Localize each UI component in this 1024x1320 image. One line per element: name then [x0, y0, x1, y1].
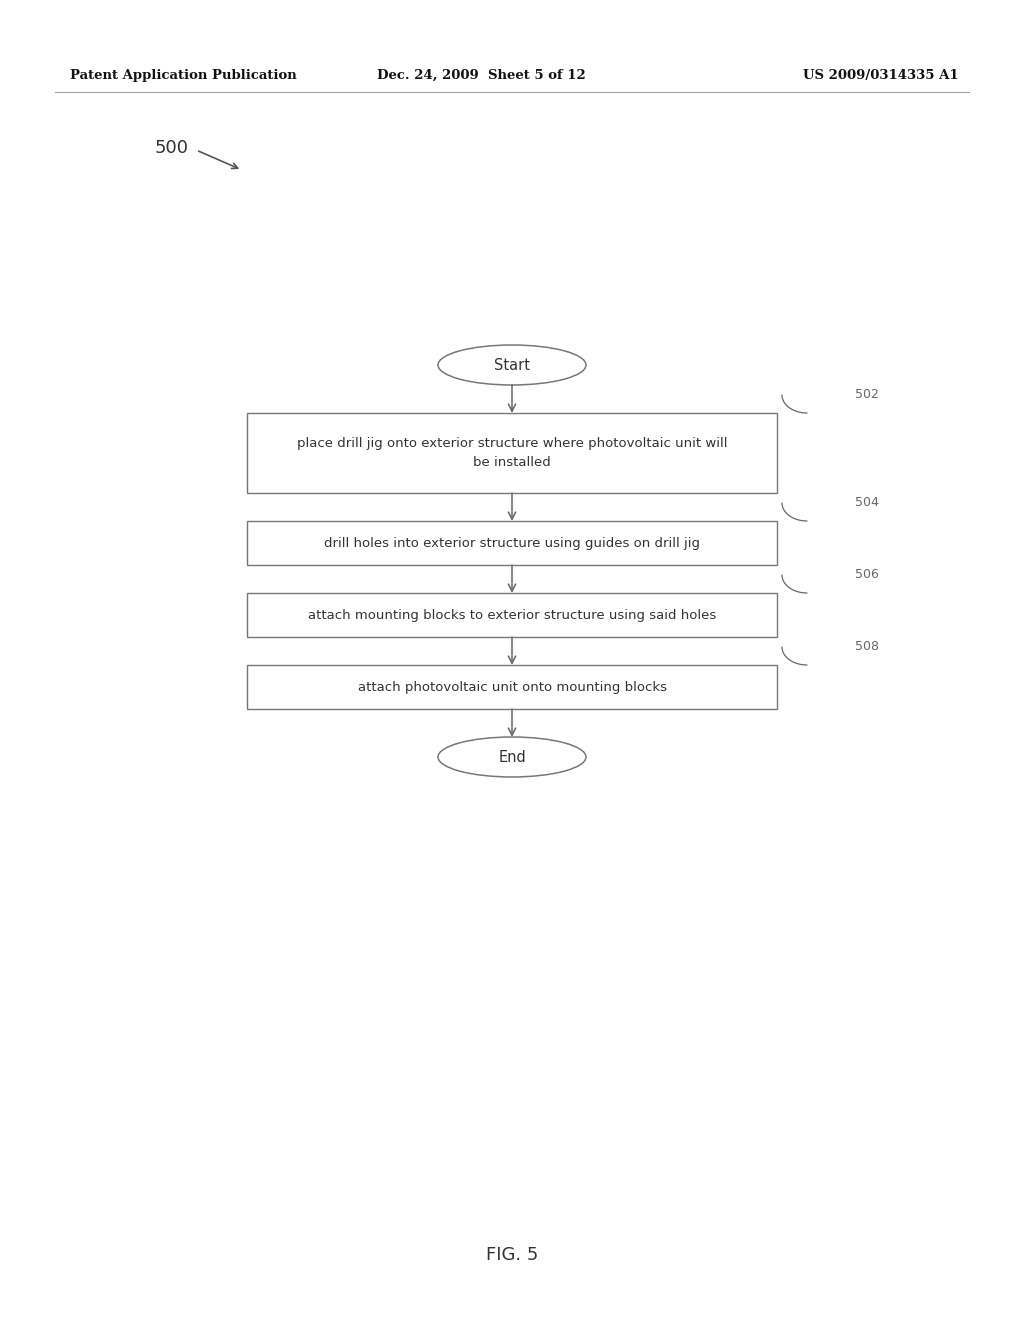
Text: Start: Start [494, 358, 530, 372]
Text: drill holes into exterior structure using guides on drill jig: drill holes into exterior structure usin… [324, 536, 700, 549]
Text: place drill jig onto exterior structure where photovoltaic unit will
be installe: place drill jig onto exterior structure … [297, 437, 727, 469]
Text: 500: 500 [155, 139, 189, 157]
Text: 502: 502 [855, 388, 879, 401]
Text: 508: 508 [855, 640, 879, 653]
Text: FIG. 5: FIG. 5 [485, 1246, 539, 1265]
Ellipse shape [438, 345, 586, 385]
Text: attach photovoltaic unit onto mounting blocks: attach photovoltaic unit onto mounting b… [357, 681, 667, 693]
Text: attach mounting blocks to exterior structure using said holes: attach mounting blocks to exterior struc… [308, 609, 716, 622]
Text: Patent Application Publication: Patent Application Publication [70, 69, 297, 82]
Bar [247, 413, 777, 492]
Ellipse shape [438, 737, 586, 777]
Text: US 2009/0314335 A1: US 2009/0314335 A1 [804, 69, 959, 82]
Text: End: End [498, 750, 526, 764]
Bar [247, 593, 777, 638]
Text: Dec. 24, 2009  Sheet 5 of 12: Dec. 24, 2009 Sheet 5 of 12 [377, 69, 586, 82]
Bar [247, 521, 777, 565]
Text: 506: 506 [855, 569, 879, 582]
Bar [247, 665, 777, 709]
Text: 504: 504 [855, 496, 879, 510]
